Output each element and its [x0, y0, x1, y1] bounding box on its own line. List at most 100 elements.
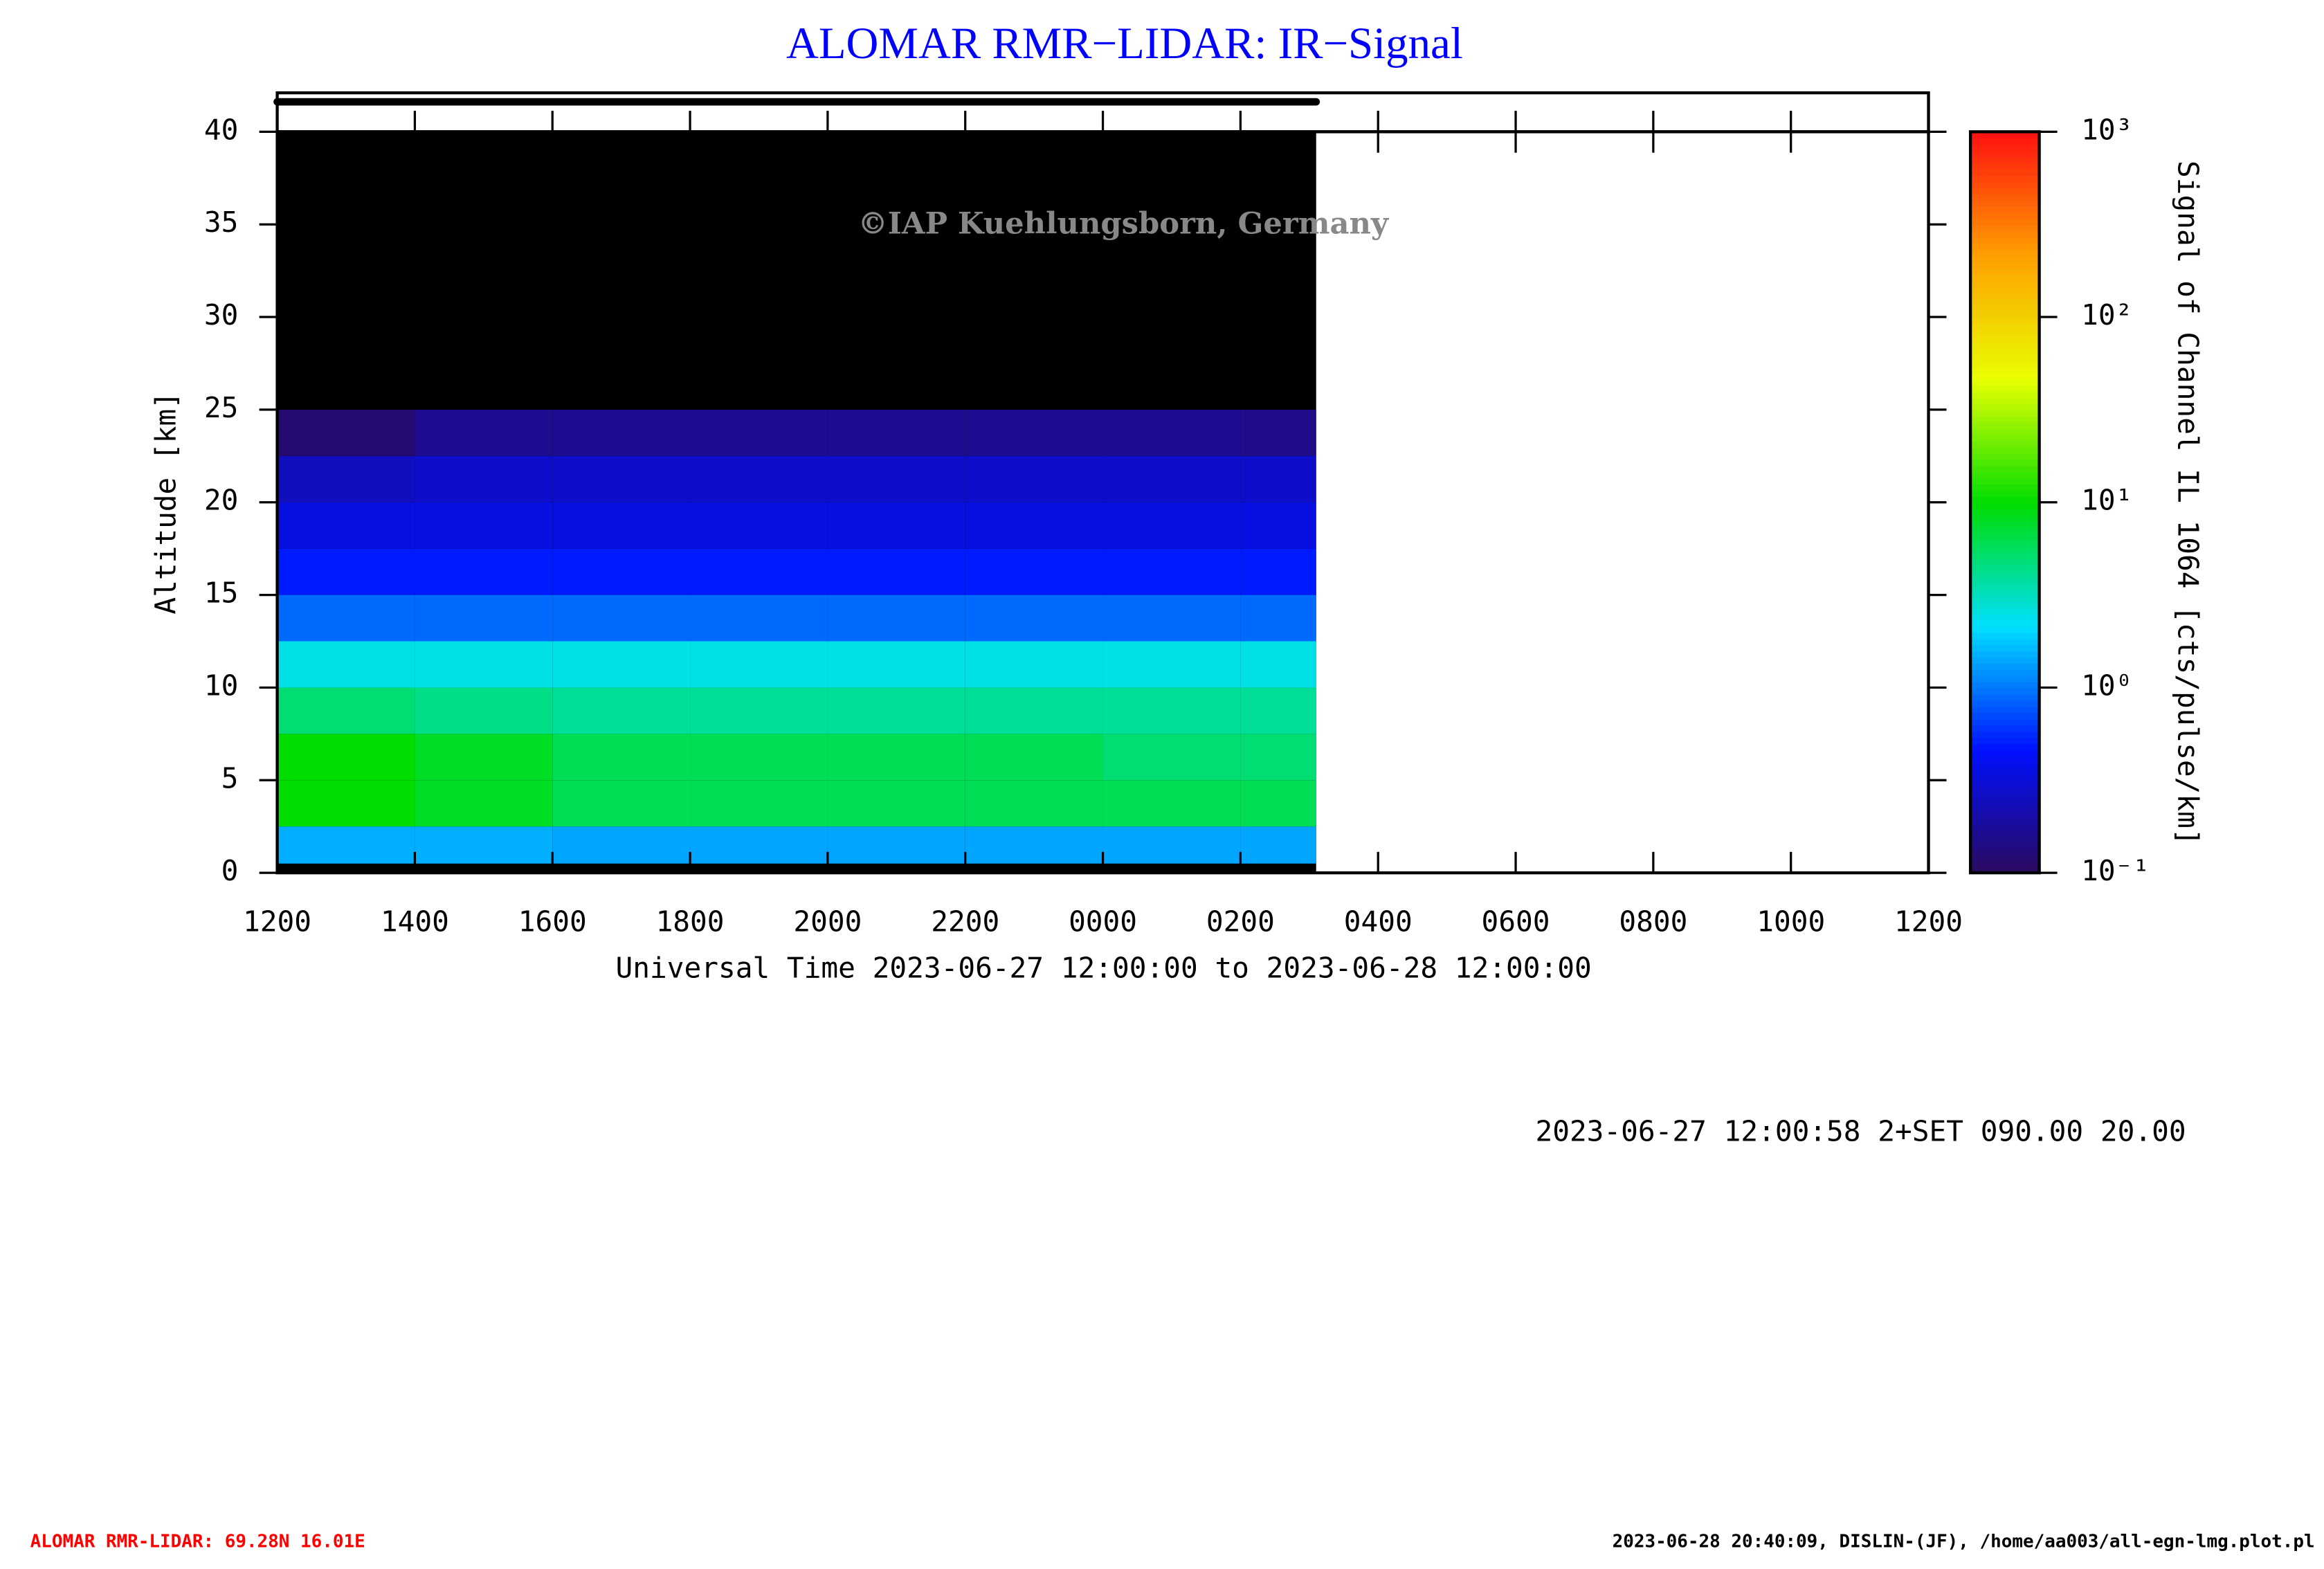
colorbar-segment [1970, 298, 2040, 306]
heatmap-cell [415, 826, 553, 864]
colorbar-segment [1970, 341, 2040, 349]
colorbar-segment [1970, 421, 2040, 429]
colorbar-segment [1970, 354, 2040, 361]
colorbar-segment [1970, 804, 2040, 813]
colorbar-segment [1970, 489, 2040, 498]
heatmap-cell [1240, 734, 1316, 781]
colorbar-tick-label: 10¹ [2081, 484, 2132, 517]
heatmap-cell [277, 641, 415, 688]
colorbar-segment [1970, 212, 2040, 219]
colorbar-segment [1970, 817, 2040, 825]
colorbar-segment [1970, 675, 2040, 682]
colorbar-segment [1970, 749, 2040, 756]
colorbar-segment [1970, 360, 2040, 368]
colorbar-segment [1970, 434, 2040, 442]
heatmap-cell [965, 780, 1103, 827]
heatmap-cell [415, 641, 553, 688]
heatmap-cell [827, 548, 965, 595]
colorbar-segment [1970, 799, 2040, 806]
colorbar-tick-label: 10⁰ [2081, 669, 2132, 702]
colorbar-segment [1970, 465, 2040, 473]
colorbar-segment [1970, 372, 2040, 380]
x-tick-label: 0200 [1206, 905, 1275, 938]
x-tick-label: 2000 [793, 905, 862, 938]
colorbar-segment [1970, 391, 2040, 399]
heatmap-cell [415, 687, 553, 734]
heatmap-cell [965, 409, 1103, 456]
heatmap-cell [552, 455, 691, 502]
heatmap-cell [1102, 687, 1241, 734]
heatmap-cell [552, 595, 691, 642]
colorbar-segment [1970, 650, 2040, 658]
heatmap-cell [1240, 687, 1316, 734]
colorbar-segment [1970, 601, 2040, 608]
colorbar-segment [1970, 317, 2040, 325]
colorbar-segment [1970, 428, 2040, 435]
y-tick-label: 30 [204, 298, 238, 332]
colorbar-segment [1970, 187, 2040, 194]
heatmap-cell [1102, 780, 1241, 827]
footer-right: 2023-06-28 20:40:09, DISLIN-(JF), /home/… [1613, 1532, 2315, 1552]
colorbar-segment [1970, 638, 2040, 646]
heatmap-cell [1102, 826, 1241, 864]
colorbar-segment [1970, 496, 2040, 504]
heatmap-cell [690, 780, 828, 827]
colorbar-segment [1970, 854, 2040, 862]
colorbar-segment [1970, 576, 2040, 584]
x-tick-label: 1200 [243, 905, 311, 938]
heatmap-cell [552, 780, 691, 827]
heatmap-cell [415, 734, 553, 781]
x-tick-label: 2200 [931, 905, 999, 938]
colorbar-segment [1970, 563, 2040, 572]
colorbar-segment [1970, 823, 2040, 831]
colorbar-segment [1970, 193, 2040, 201]
colorbar-segment [1970, 656, 2040, 664]
heatmap-cell [1102, 641, 1241, 688]
heatmap-cell [277, 687, 415, 734]
x-tick-label: 0400 [1344, 905, 1413, 938]
colorbar-segment [1970, 687, 2040, 695]
y-tick-label: 25 [204, 391, 238, 424]
colorbar-segment [1970, 743, 2040, 750]
colorbar-segment [1970, 693, 2040, 701]
heatmap-cell [277, 780, 415, 827]
colorbar-tick-label: 10² [2081, 298, 2132, 332]
colorbar-segment [1970, 329, 2040, 337]
colorbar-segment [1970, 379, 2040, 386]
heatmap-cell [965, 734, 1103, 781]
colorbar-segment [1970, 286, 2040, 293]
colorbar-segment [1970, 483, 2040, 491]
colorbar-segment [1970, 335, 2040, 343]
heatmap-cell [827, 687, 965, 734]
colorbar-segment [1970, 409, 2040, 417]
y-tick-label: 40 [204, 113, 238, 146]
colorbar-segment [1970, 792, 2040, 800]
colorbar-segment [1970, 230, 2040, 238]
heatmap-cell [827, 780, 965, 827]
colorbar-segment [1970, 181, 2040, 188]
colorbar-segment [1970, 385, 2040, 392]
heatmap-cell [1102, 734, 1241, 781]
colorbar-segment [1970, 520, 2040, 528]
heatmap-cell [415, 780, 553, 827]
heatmap-cell [827, 734, 965, 781]
colorbar-segment [1970, 248, 2040, 257]
colorbar-segment [1970, 545, 2040, 553]
heatmap-cell [690, 826, 828, 864]
colorbar-segment [1970, 206, 2040, 213]
colorbar-segment [1970, 662, 2040, 670]
colorbar-segment [1970, 397, 2040, 405]
colorbar-segment [1970, 867, 2040, 874]
colorbar-segment [1970, 860, 2040, 868]
colorbar-segment [1970, 786, 2040, 794]
colorbar-segment [1970, 712, 2040, 720]
colorbar-segment [1970, 736, 2040, 745]
colorbar-segment [1970, 644, 2040, 652]
colorbar-segment [1970, 156, 2040, 164]
heatmap-cell [690, 409, 828, 456]
heatmap-cell [1240, 641, 1316, 688]
x-tick-label: 0000 [1069, 905, 1137, 938]
colorbar-segment [1970, 174, 2040, 183]
heatmap-cell [827, 826, 965, 864]
y-tick-label: 0 [221, 854, 239, 887]
